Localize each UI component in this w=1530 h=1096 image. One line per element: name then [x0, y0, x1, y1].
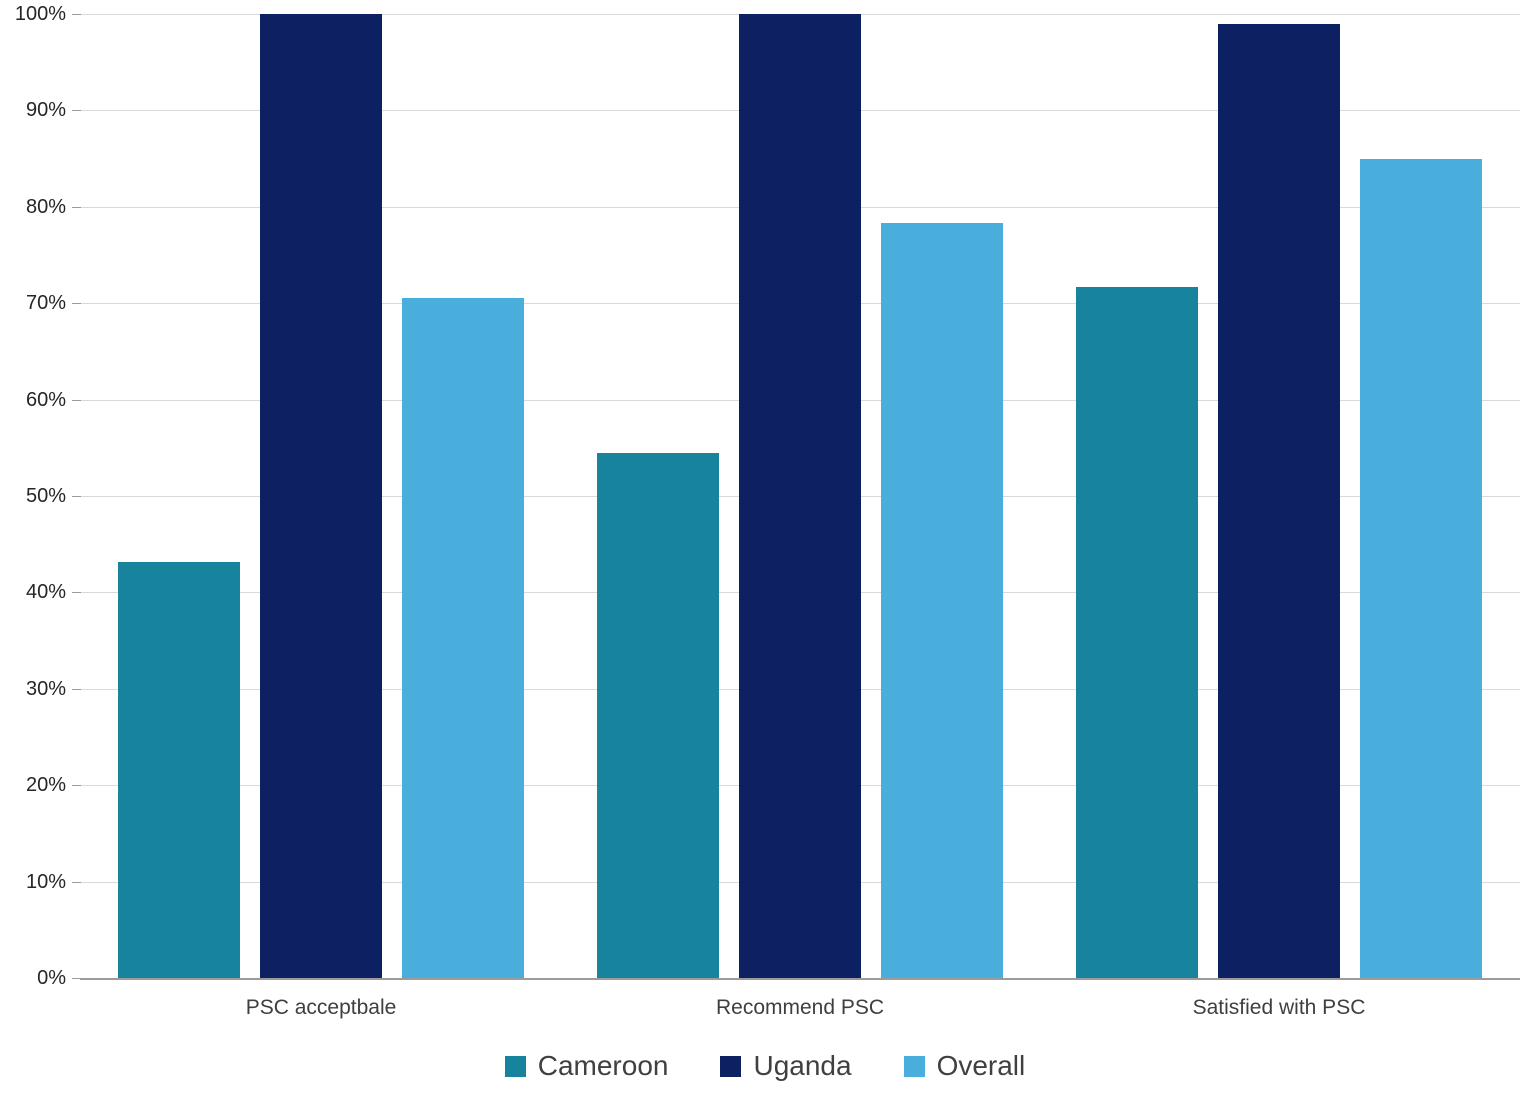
bar-group [118, 14, 524, 978]
legend-item-uganda: Uganda [720, 1050, 852, 1082]
bar-overall [402, 298, 524, 978]
legend-swatch-icon [504, 1055, 526, 1077]
legend-label: Cameroon [537, 1050, 669, 1081]
y-axis-tick-label: 20% [25, 774, 66, 797]
bar-cameroon [1076, 286, 1198, 978]
legend: Cameroon Uganda Overall [0, 1050, 1530, 1082]
legend-item-cameroon: Cameroon [504, 1050, 669, 1082]
legend-item-overall: Overall [903, 1050, 1026, 1082]
bar-group [597, 14, 1003, 978]
bar-uganda [1218, 23, 1340, 978]
y-axis-tick-label: 80% [25, 195, 66, 218]
y-axis-tick [72, 592, 81, 594]
bar-uganda [260, 14, 382, 978]
x-axis-line [80, 978, 1520, 980]
y-axis-tick-label: 70% [25, 292, 66, 315]
bar-overall [881, 223, 1003, 978]
y-axis-tick [72, 303, 81, 305]
y-axis-tick [72, 978, 81, 979]
y-axis-tick-label: 90% [25, 99, 66, 122]
y-axis-tick-label: 40% [25, 581, 66, 604]
legend-label: Overall [936, 1050, 1026, 1081]
legend-swatch-icon [720, 1055, 742, 1077]
y-axis-tick [72, 881, 81, 883]
y-axis-tick [72, 399, 81, 401]
y-axis-tick [72, 206, 81, 208]
y-axis-tick-label: 50% [25, 485, 66, 507]
bar-cameroon [118, 561, 240, 978]
y-axis-tick [72, 110, 81, 112]
y-axis-tick-label: 100% [14, 3, 66, 25]
y-axis-tick [72, 496, 81, 497]
bar-uganda [739, 14, 861, 978]
x-axis-category-label: PSC acceptbale [245, 996, 397, 1019]
bar-overall [1360, 158, 1482, 978]
legend-swatch-icon [903, 1055, 925, 1077]
x-axis-labels: PSC acceptbale Recommend PSC Satisfied wit… [80, 996, 1520, 1020]
bar-cameroon [597, 452, 719, 978]
bar-groups [80, 14, 1520, 978]
y-axis-tick [72, 785, 81, 787]
y-axis-tick-label: 60% [25, 388, 66, 411]
y-axis-tick-label: 30% [25, 677, 66, 700]
y-axis-tick [72, 688, 81, 690]
y-axis-tick-label: 0% [37, 967, 66, 989]
x-axis-category-label: Satisfied with PSC [1192, 996, 1366, 1019]
x-axis-category-label: Recommend PSC [715, 996, 885, 1019]
legend-label: Uganda [753, 1050, 852, 1081]
bar-group [1076, 14, 1482, 978]
y-axis-tick-label: 10% [25, 870, 66, 893]
y-axis-tick [72, 14, 81, 15]
